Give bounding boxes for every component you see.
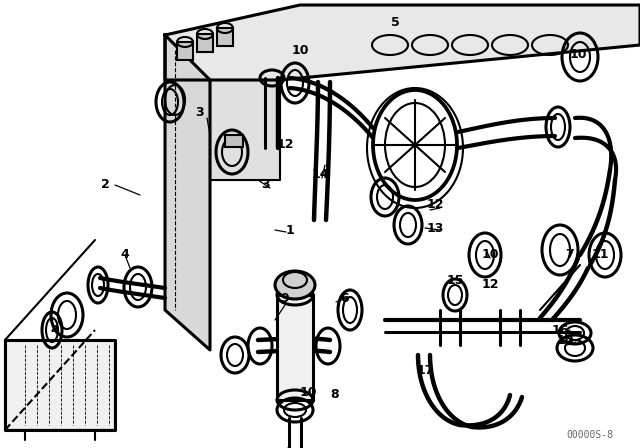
Polygon shape <box>165 5 640 80</box>
Text: 3: 3 <box>196 105 204 119</box>
Text: 10: 10 <box>556 333 573 346</box>
Text: 9: 9 <box>281 292 289 305</box>
Text: 5: 5 <box>390 16 399 29</box>
Text: 3: 3 <box>260 178 269 191</box>
Ellipse shape <box>275 271 315 299</box>
Text: 10: 10 <box>481 249 499 262</box>
Bar <box>277 295 313 400</box>
Bar <box>197 34 213 52</box>
Text: 4: 4 <box>51 323 60 336</box>
Text: 1: 1 <box>285 224 294 237</box>
Text: 14: 14 <box>311 168 329 181</box>
Text: 16: 16 <box>551 323 569 336</box>
Polygon shape <box>165 35 210 350</box>
Bar <box>177 42 193 60</box>
Text: 8: 8 <box>331 388 339 401</box>
Text: 12: 12 <box>481 279 499 292</box>
Text: 00000S-8: 00000S-8 <box>566 430 614 440</box>
Text: 10: 10 <box>569 48 587 61</box>
Text: 2: 2 <box>100 178 109 191</box>
Text: 12: 12 <box>426 198 444 211</box>
Bar <box>217 28 233 46</box>
Text: 6: 6 <box>340 292 349 305</box>
Text: 12: 12 <box>276 138 294 151</box>
Bar <box>225 135 243 147</box>
Text: 15: 15 <box>446 273 464 287</box>
Polygon shape <box>5 340 115 430</box>
Text: 7: 7 <box>566 249 574 262</box>
Text: 11: 11 <box>591 249 609 262</box>
Text: 4: 4 <box>120 249 129 262</box>
Text: 10: 10 <box>291 43 308 56</box>
Text: 10: 10 <box>300 385 317 399</box>
Text: 17: 17 <box>416 363 434 376</box>
Polygon shape <box>210 80 280 180</box>
Text: 13: 13 <box>426 221 444 234</box>
